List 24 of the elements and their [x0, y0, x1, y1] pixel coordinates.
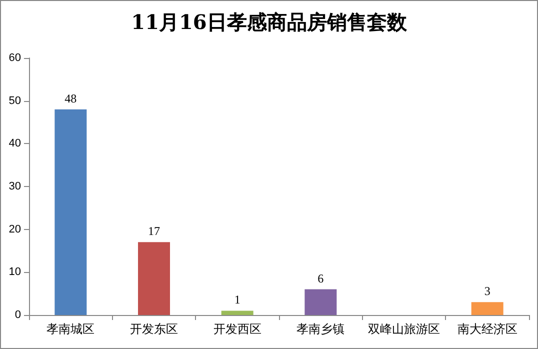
bar	[471, 302, 504, 315]
y-tick-label: 40	[8, 138, 21, 150]
x-tick-label: 开发西区	[213, 322, 262, 336]
bar	[54, 109, 87, 315]
y-tick-label: 60	[8, 52, 21, 64]
data-label: 1	[234, 292, 240, 307]
data-label: 6	[318, 271, 324, 286]
y-tick-label: 10	[8, 266, 21, 278]
x-tick-label: 双峰山旅游区	[368, 322, 440, 336]
data-label: 17	[148, 224, 160, 238]
y-tick-label: 20	[8, 223, 21, 236]
x-tick-label: 开发东区	[130, 322, 178, 336]
data-label: 48	[64, 91, 77, 106]
x-tick-label: 孝南城区	[46, 322, 95, 336]
bar	[138, 242, 170, 315]
bar	[221, 310, 254, 315]
y-tick-label: 0	[14, 309, 21, 321]
chart-title: 11月16日孝感商品房销售套数	[131, 10, 408, 34]
x-tick-label: 南大经济区	[457, 322, 518, 336]
data-label: 3	[484, 284, 490, 298]
x-tick-label: 孝南乡镇	[296, 322, 345, 336]
y-tick-label: 50	[8, 94, 21, 107]
y-tick-label: 30	[8, 180, 21, 192]
bar	[304, 289, 337, 315]
